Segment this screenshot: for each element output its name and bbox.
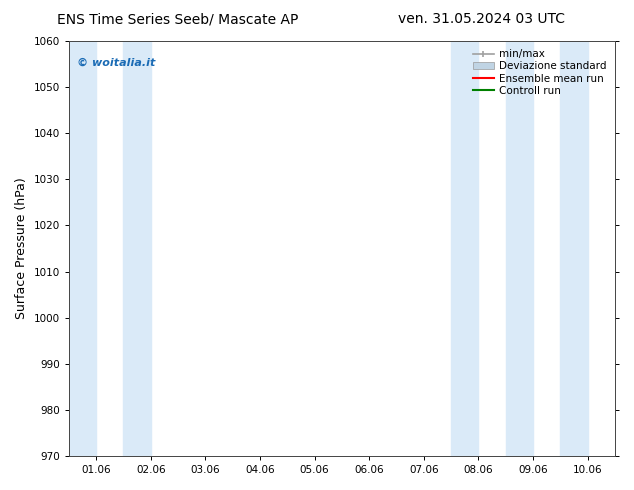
- Y-axis label: Surface Pressure (hPa): Surface Pressure (hPa): [15, 178, 28, 319]
- Bar: [560, 41, 588, 456]
- Text: © woitalia.it: © woitalia.it: [77, 58, 155, 68]
- Text: ven. 31.05.2024 03 UTC: ven. 31.05.2024 03 UTC: [398, 12, 566, 26]
- Bar: [506, 41, 533, 456]
- Bar: [69, 41, 96, 456]
- Legend: min/max, Deviazione standard, Ensemble mean run, Controll run: min/max, Deviazione standard, Ensemble m…: [470, 46, 610, 99]
- Text: ENS Time Series Seeb/ Mascate AP: ENS Time Series Seeb/ Mascate AP: [57, 12, 298, 26]
- Bar: [451, 41, 478, 456]
- Bar: [124, 41, 151, 456]
